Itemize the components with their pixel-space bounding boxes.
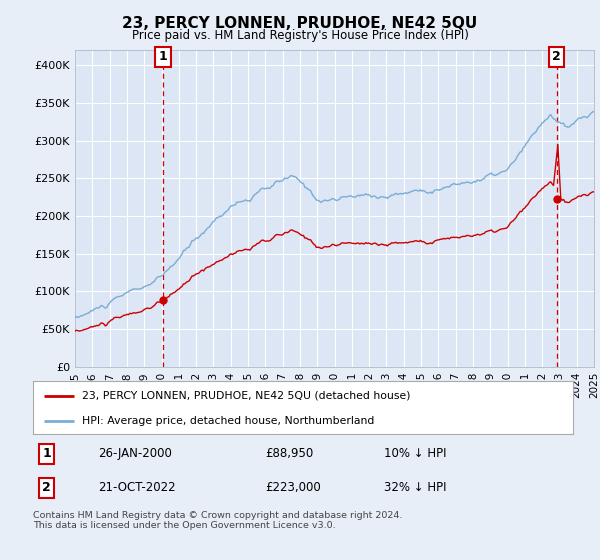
Text: 10% ↓ HPI: 10% ↓ HPI xyxy=(384,447,446,460)
Text: 2: 2 xyxy=(42,481,51,494)
Text: 23, PERCY LONNEN, PRUDHOE, NE42 5QU: 23, PERCY LONNEN, PRUDHOE, NE42 5QU xyxy=(122,16,478,31)
Text: 23, PERCY LONNEN, PRUDHOE, NE42 5QU (detached house): 23, PERCY LONNEN, PRUDHOE, NE42 5QU (det… xyxy=(82,391,410,401)
Text: £223,000: £223,000 xyxy=(265,481,321,494)
Text: HPI: Average price, detached house, Northumberland: HPI: Average price, detached house, Nort… xyxy=(82,416,374,426)
Text: 21-OCT-2022: 21-OCT-2022 xyxy=(98,481,175,494)
Text: £88,950: £88,950 xyxy=(265,447,313,460)
Text: Contains HM Land Registry data © Crown copyright and database right 2024.
This d: Contains HM Land Registry data © Crown c… xyxy=(33,511,403,530)
Text: 26-JAN-2000: 26-JAN-2000 xyxy=(98,447,172,460)
Text: 1: 1 xyxy=(158,50,167,63)
Text: Price paid vs. HM Land Registry's House Price Index (HPI): Price paid vs. HM Land Registry's House … xyxy=(131,29,469,42)
Text: 2: 2 xyxy=(552,50,561,63)
Text: 1: 1 xyxy=(42,447,51,460)
Text: 32% ↓ HPI: 32% ↓ HPI xyxy=(384,481,446,494)
